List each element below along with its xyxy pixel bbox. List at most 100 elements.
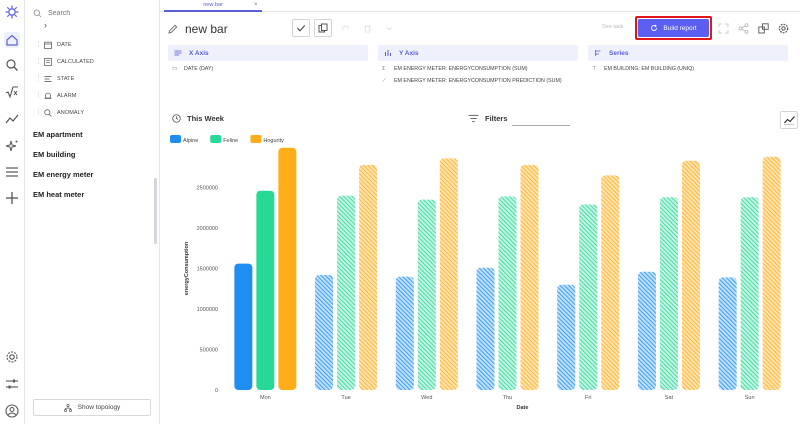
- bar-alpine-mon[interactable]: [234, 263, 253, 390]
- field-date[interactable]: ⋮ DATE: [35, 36, 94, 53]
- redo-button[interactable]: [336, 19, 354, 37]
- formula-icon[interactable]: [4, 84, 20, 100]
- layout-button[interactable]: [756, 20, 770, 36]
- logo-icon[interactable]: [4, 4, 20, 20]
- show-topology-button[interactable]: Show topology: [33, 399, 151, 416]
- sparkle-icon[interactable]: [4, 138, 20, 154]
- legend-label: Feline: [223, 138, 238, 144]
- y-axis-item[interactable]: ⟋ EM ENERGY METER: ENERGYCONSUMPTION PRE…: [378, 78, 578, 85]
- bar-feline-thu[interactable]: [498, 196, 517, 390]
- filters-toggle[interactable]: Filters: [468, 114, 508, 123]
- duplicate-button[interactable]: [314, 19, 332, 37]
- period-selector[interactable]: This Week: [172, 114, 224, 123]
- bar-feline-sun[interactable]: [740, 197, 759, 390]
- field-anomaly[interactable]: ⋮ ANOMALY: [35, 104, 94, 121]
- group-em-apartment[interactable]: EM apartment: [33, 130, 83, 139]
- tab-new-bar[interactable]: new bar: [164, 0, 262, 12]
- x-tick-label: Tue: [341, 395, 350, 401]
- x-tick-label: Mon: [260, 395, 271, 401]
- fullscreen-button[interactable]: [716, 20, 730, 36]
- bar-feline-fri[interactable]: [579, 204, 598, 390]
- collapse-sidebar-icon[interactable]: ›: [44, 20, 47, 30]
- drag-handle-icon[interactable]: ⋮: [35, 58, 43, 65]
- see-task-link[interactable]: See task: [602, 24, 624, 30]
- close-icon[interactable]: ×: [254, 2, 258, 8]
- home-icon[interactable]: [4, 32, 20, 48]
- field-calculated[interactable]: ⋮ CALCULATED: [35, 53, 94, 70]
- settings-icon[interactable]: [4, 349, 20, 365]
- drag-handle-icon[interactable]: ⋮: [35, 109, 43, 116]
- more-button[interactable]: [380, 19, 398, 37]
- group-em-energy-meter[interactable]: EM energy meter: [33, 170, 94, 179]
- trend-toggle-button[interactable]: [780, 111, 798, 129]
- page-title[interactable]: new bar: [185, 22, 228, 36]
- chart-settings-button[interactable]: [776, 20, 790, 36]
- sidebar-scrollbar[interactable]: [154, 178, 157, 244]
- clock-icon: [172, 114, 181, 123]
- add-icon[interactable]: [4, 190, 20, 206]
- copy-icon: [318, 23, 328, 33]
- field-label: ALARM: [57, 92, 77, 99]
- bar-alpine-thu[interactable]: [476, 267, 495, 390]
- state-icon: [44, 75, 52, 83]
- x-axis-item[interactable]: ▭ DATE (DAY): [168, 66, 368, 73]
- bar-alpine-sat[interactable]: [637, 271, 656, 390]
- bar-alpine-fri[interactable]: [557, 284, 576, 390]
- search-input[interactable]: [48, 9, 138, 17]
- sliders-icon[interactable]: [4, 376, 20, 392]
- calendar-icon: [44, 41, 52, 49]
- share-button[interactable]: [736, 20, 750, 36]
- bar-alpine-wed[interactable]: [395, 276, 414, 390]
- filter-icon: [468, 114, 479, 123]
- series-item[interactable]: ⊤ EM BUILDING: EM BUILDING (UNIQ): [588, 66, 788, 73]
- group-em-heat-meter[interactable]: EM heat meter: [33, 190, 85, 199]
- bar-feline-mon[interactable]: [256, 190, 275, 390]
- pencil-icon[interactable]: [168, 24, 178, 34]
- confirm-button[interactable]: [292, 19, 310, 37]
- bar-hogurity-thu[interactable]: [520, 164, 539, 390]
- calculated-icon: [44, 57, 52, 66]
- bar-hogurity-sun[interactable]: [762, 156, 781, 390]
- drag-handle-icon[interactable]: ⋮: [35, 92, 43, 99]
- bar-alpine-sun[interactable]: [718, 277, 737, 390]
- field-alarm[interactable]: ⋮ ALARM: [35, 87, 94, 104]
- series-panel[interactable]: Series ⊤ EM BUILDING: EM BUILDING (UNIQ): [588, 45, 788, 101]
- trend-icon[interactable]: [4, 111, 20, 127]
- x-axis-label: Date: [517, 405, 529, 411]
- x-axis-panel[interactable]: X Axis ▭ DATE (DAY): [168, 45, 368, 101]
- series-title: Series: [609, 49, 629, 57]
- bar-feline-wed[interactable]: [417, 199, 436, 390]
- bar-alpine-tue[interactable]: [315, 274, 334, 390]
- group-em-building[interactable]: EM building: [33, 150, 76, 159]
- field-label: ANOMALY: [57, 109, 85, 116]
- list-icon: [174, 50, 182, 56]
- bar-hogurity-mon[interactable]: [278, 147, 297, 390]
- build-report-button[interactable]: Build report: [638, 19, 709, 37]
- search-analytics-icon[interactable]: [4, 57, 20, 73]
- expand-icon: [718, 23, 728, 33]
- drag-handle-icon[interactable]: ⋮: [35, 41, 43, 48]
- chart-legend: Alpine Feline Hogurity: [170, 135, 284, 144]
- bar-feline-tue[interactable]: [337, 195, 356, 390]
- bar-hogurity-tue[interactable]: [359, 164, 378, 390]
- bar-feline-sat[interactable]: [659, 197, 678, 390]
- filters-input[interactable]: [512, 125, 570, 126]
- share-icon: [738, 22, 748, 34]
- field-state[interactable]: ⋮ STATE: [35, 70, 94, 87]
- menu-icon[interactable]: [4, 164, 20, 180]
- bar-hogurity-wed[interactable]: [439, 158, 458, 390]
- build-report-label: Build report: [663, 24, 697, 32]
- drag-handle-icon[interactable]: ⋮: [35, 75, 43, 82]
- field-label: STATE: [57, 75, 75, 82]
- field-label: DATE: [57, 41, 72, 48]
- delete-button[interactable]: [358, 19, 376, 37]
- bar-hogurity-fri[interactable]: [601, 175, 620, 390]
- y-axis-panel[interactable]: Y Axis Σ EM ENERGY METER: ENERGYCONSUMPT…: [378, 45, 578, 101]
- y-axis-title: Y Axis: [399, 49, 419, 57]
- y-axis: 0 500000 1000000 1500000 2000000 2500000 energ…: [184, 186, 218, 395]
- y-tick-label: 0: [215, 388, 218, 394]
- bar-hogurity-sat[interactable]: [681, 160, 700, 390]
- user-profile-icon[interactable]: [4, 403, 20, 419]
- y-axis-item[interactable]: Σ EM ENERGY METER: ENERGYCONSUMPTION (SU…: [378, 66, 578, 73]
- y-tick-label: 1500000: [197, 267, 218, 273]
